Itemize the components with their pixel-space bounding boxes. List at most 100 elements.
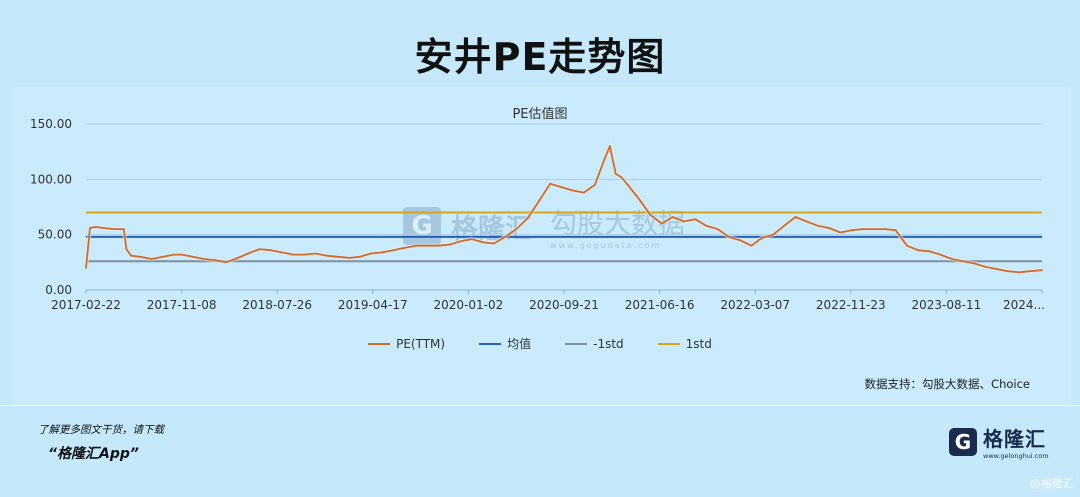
pe-data-point	[292, 253, 295, 256]
pe-data-point	[884, 228, 887, 231]
pe-data-point	[873, 228, 875, 231]
pe-data-point	[94, 226, 97, 228]
legend-swatch	[479, 342, 502, 345]
pe-data-point	[224, 261, 227, 264]
pe-data-point	[593, 184, 596, 186]
pe-data-point	[203, 258, 206, 260]
x-tick-label: 2020-09-21	[529, 298, 599, 312]
pe-data-point	[247, 252, 250, 255]
legend-item[interactable]: 1std	[657, 335, 712, 352]
y-tick-label: 150.00	[30, 117, 72, 131]
x-tick-label: 2018-07-26	[242, 298, 312, 312]
brand-url: www.gelonghui.com	[983, 452, 1049, 460]
pe-data-point	[1018, 271, 1021, 274]
pe-data-point	[281, 251, 283, 254]
pe-data-point	[973, 262, 975, 265]
pe-data-point	[130, 254, 133, 257]
y-tick-label: 100.00	[30, 172, 72, 186]
pe-data-point	[471, 238, 473, 241]
pe-data-point	[560, 186, 563, 189]
pe-data-point	[526, 217, 529, 220]
chart-card	[11, 87, 1071, 405]
pe-data-point	[414, 244, 417, 247]
pe-data-point	[828, 227, 831, 229]
legend-label: 1std	[685, 336, 712, 351]
legend-item[interactable]: PE(TTM)	[368, 335, 445, 352]
pe-data-point	[162, 255, 164, 258]
pe-data-point	[582, 191, 585, 194]
x-tick-label: 2021-06-16	[625, 298, 695, 312]
legend-label: 均值	[507, 337, 532, 351]
pe-data-point	[683, 220, 685, 223]
pe-data-point	[671, 216, 674, 218]
pe-data-point	[984, 265, 987, 268]
pe-data-point	[760, 237, 763, 239]
pe-data-point	[638, 198, 641, 201]
pe-data-point	[85, 267, 87, 269]
page-title: 安井PE走势图	[414, 35, 666, 79]
pe-data-point	[727, 236, 730, 238]
pe-data-point	[817, 224, 819, 227]
chart-title: PE估值图	[512, 107, 568, 122]
pe-data-point	[850, 229, 853, 232]
pe-data-point	[191, 255, 194, 258]
pe-data-point	[620, 176, 623, 179]
legend-label: -1std	[593, 336, 624, 351]
pe-data-point	[493, 242, 495, 245]
pe-data-point	[649, 213, 652, 216]
pe-data-point	[626, 184, 629, 186]
pe-shadow-line	[84, 139, 1043, 275]
x-tick-label: 2017-11-08	[147, 298, 217, 312]
pe-data-point	[437, 244, 440, 247]
pe-data-point	[102, 227, 105, 229]
x-tick-label: 2017-02-22	[51, 298, 121, 312]
pe-data-point	[614, 172, 617, 175]
pe-data-point	[1007, 270, 1009, 273]
promo-line-1: 了解更多图文干货，请下载	[38, 424, 164, 436]
pe-data-point	[325, 254, 328, 257]
legend-item[interactable]: -1std	[565, 335, 624, 352]
x-tick-label: 2022-11-23	[816, 298, 886, 312]
pe-data-point	[337, 255, 339, 258]
pe-data-point	[348, 257, 351, 259]
pe-data-point	[861, 228, 864, 231]
legend-swatch	[565, 342, 588, 345]
pe-data-point	[269, 249, 272, 252]
pe-data-point	[482, 241, 485, 244]
corner-watermark: @格隆汇	[1030, 477, 1074, 490]
pe-data-point	[234, 258, 237, 260]
pe-data-point	[716, 228, 719, 231]
pe-data-point	[739, 239, 741, 242]
pe-data-point	[794, 216, 797, 218]
pe-data-point	[1029, 270, 1031, 273]
pe-data-point	[370, 252, 372, 255]
pe-data-point	[515, 228, 518, 231]
brand-logo[interactable]: G 格隆汇 www.gelonghui.com	[949, 423, 1049, 460]
pe-data-point	[537, 200, 540, 203]
pe-data-point	[894, 229, 897, 232]
pe-data-point	[1041, 269, 1043, 271]
pe-data-point	[962, 260, 964, 263]
watermark-right-small: www.gogudata.com	[550, 241, 662, 250]
x-tick-label: 2019-04-17	[338, 298, 408, 312]
pe-data-point	[995, 268, 998, 270]
pe-data-point	[314, 252, 317, 255]
pe-data-point	[303, 253, 306, 256]
y-tick-label: 0.00	[45, 283, 72, 297]
pe-data-point	[805, 220, 808, 223]
pe-data-point	[459, 240, 462, 243]
pe-data-point	[772, 233, 774, 236]
pe-data-point	[504, 236, 507, 238]
legend-item[interactable]: 均值	[479, 335, 531, 352]
pe-data-point	[122, 228, 125, 231]
pe-data-point	[214, 259, 217, 261]
pe-data-point	[603, 158, 606, 161]
pe-data-point	[173, 253, 175, 256]
pe-data-point	[917, 249, 919, 252]
legend-swatch	[368, 342, 391, 345]
x-tick-label: 2020-01-02	[434, 298, 504, 312]
pe-data-point	[660, 222, 663, 225]
pe-data-point	[783, 224, 785, 227]
pe-data-point	[258, 248, 261, 251]
pe-data-point	[950, 258, 953, 260]
